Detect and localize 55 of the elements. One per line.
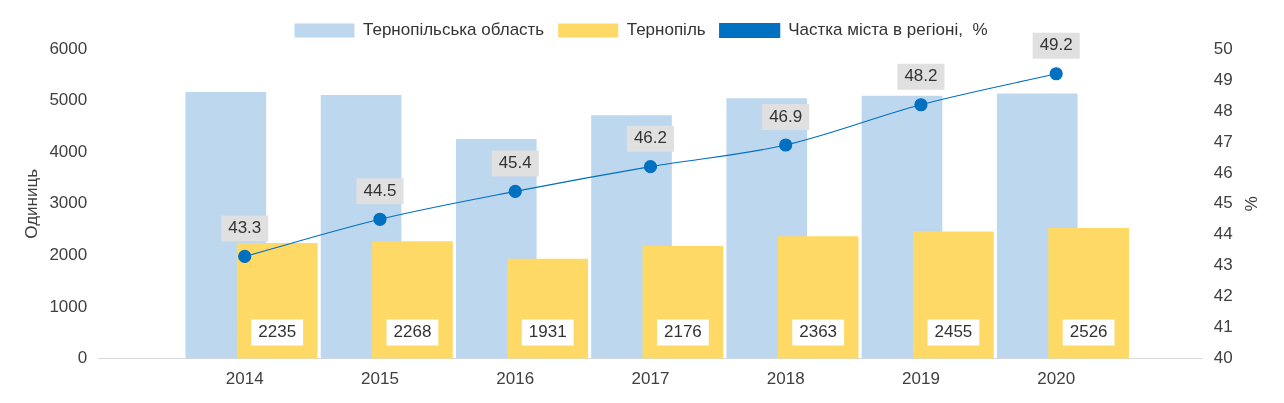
y-tick-label: 6000	[49, 38, 88, 58]
y-tick-label: 1000	[49, 296, 88, 316]
x-tick-label: 2019	[902, 369, 940, 389]
data-label: 45.4	[498, 153, 532, 173]
data-label: 2526	[1069, 322, 1108, 342]
y2-tick-label: 43	[1213, 255, 1233, 275]
data-label: 49.2	[1039, 35, 1073, 55]
y2-tick-label: 40	[1213, 348, 1233, 368]
point	[373, 212, 387, 226]
data-label: 2268	[393, 322, 432, 342]
x-tick-label: 2020	[1037, 369, 1076, 389]
point	[1049, 67, 1063, 81]
y2-tick-label: 49	[1213, 69, 1233, 89]
point	[914, 98, 928, 112]
y-tick-label: 2000	[49, 245, 88, 265]
y2-tick-label: 47	[1213, 131, 1233, 151]
y-axis-title: Одиниць	[21, 168, 41, 239]
y-tick-label: 3000	[49, 193, 88, 213]
x-tick-label: 2016	[496, 369, 535, 389]
legend-label: Тернопіль	[626, 20, 706, 40]
data-label: 2176	[664, 322, 702, 342]
point	[643, 160, 658, 174]
legend-label: Тернопільська область	[362, 20, 545, 40]
y2-tick-label: 42	[1213, 286, 1233, 306]
x-tick-label: 2017	[631, 369, 670, 389]
data-label: 2455	[934, 322, 973, 342]
y2-tick-label: 44	[1213, 224, 1233, 244]
y-tick-label: 4000	[49, 141, 88, 161]
point	[779, 138, 793, 152]
y2-tick-label: 48	[1213, 100, 1233, 120]
bar	[913, 231, 994, 359]
y2-axis-title: %	[1241, 196, 1261, 212]
data-label: 2363	[799, 322, 838, 342]
data-label: 43.3	[228, 218, 262, 238]
data-label: 46.9	[769, 106, 803, 126]
y2-tick-label: 50	[1213, 38, 1233, 58]
bar	[777, 236, 859, 359]
x-tick-label: 2015	[361, 369, 399, 389]
data-label: 1931	[528, 322, 567, 342]
data-label: 48.2	[904, 66, 938, 86]
data-label: 44.5	[363, 180, 397, 200]
y2-tick-label: 46	[1213, 162, 1233, 182]
y-tick-label: 0	[77, 348, 88, 368]
data-label: 2235	[258, 322, 297, 342]
y2-tick-label: 45	[1213, 193, 1233, 213]
x-tick-label: 2018	[766, 369, 805, 389]
data-label: 46.2	[633, 128, 667, 148]
bar	[1048, 227, 1129, 359]
bar	[372, 241, 453, 359]
x-tick-label: 2014	[225, 369, 264, 389]
point	[238, 249, 252, 264]
legend-label: Частка міста в регіоні, %	[788, 20, 988, 40]
point	[508, 184, 522, 199]
y-tick-label: 5000	[49, 90, 88, 110]
y2-tick-label: 41	[1213, 317, 1233, 337]
